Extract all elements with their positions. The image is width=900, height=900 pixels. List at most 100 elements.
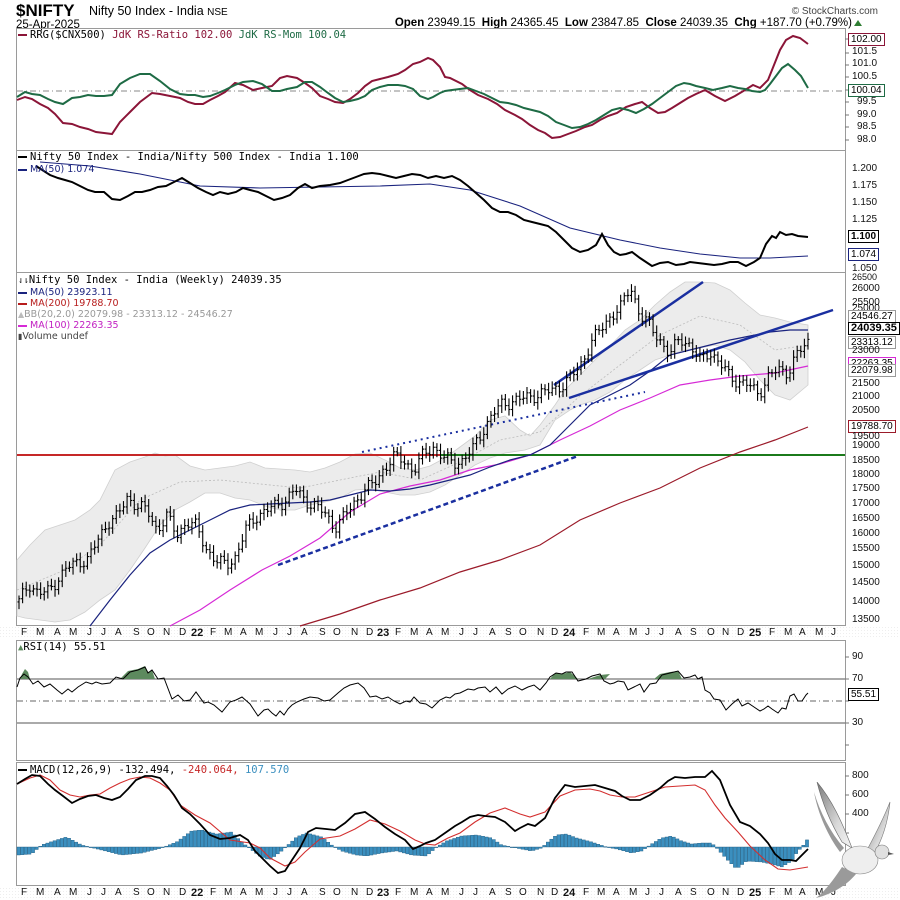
- dashed-support-trendline: [277, 454, 579, 567]
- x-axis-label: A: [115, 887, 122, 898]
- x-axis-label: N: [537, 627, 545, 638]
- x-axis-label: D: [737, 887, 745, 898]
- x-axis-label: M: [36, 627, 45, 638]
- rrg-tick: 98.5: [857, 121, 877, 132]
- macd-tick: 600: [852, 789, 869, 800]
- x-axis-label: 24: [563, 887, 576, 899]
- x-axis-label: F: [21, 887, 28, 898]
- x-axis-label: A: [799, 887, 806, 898]
- rsi-legend-text: RSI(14) 55.51: [23, 641, 106, 653]
- x-axis-label: J: [473, 887, 478, 898]
- x-axis-label: A: [54, 887, 61, 898]
- x-axis-label: 23: [377, 627, 390, 639]
- ma200-swatch: [18, 302, 27, 305]
- macd-tick: 400: [852, 808, 869, 819]
- x-axis-label: N: [163, 627, 171, 638]
- macd-tick: 800: [852, 770, 869, 781]
- x-axis-label: O: [707, 627, 715, 638]
- x-axis-label: J: [87, 627, 92, 638]
- x-axis-label: J: [101, 627, 106, 638]
- rrg-legend: RRG($CNX500) JdK RS-Ratio 102.00 JdK RS-…: [18, 29, 346, 41]
- x-axis-label: M: [410, 627, 419, 638]
- bb-lower-tag: 22079.98: [848, 364, 896, 377]
- x-axis-label: A: [301, 887, 308, 898]
- rel-ma50-line: [39, 161, 809, 259]
- rs-ratio-tag: 102.00: [848, 33, 885, 46]
- volume-icon: ▮: [18, 332, 23, 341]
- x-axis-label: 24: [563, 627, 576, 639]
- relative-tick: 1.125: [852, 214, 878, 225]
- x-axis-label: D: [551, 627, 559, 638]
- rsi-overbought-fill: [588, 674, 610, 679]
- x-axis-label: M: [36, 887, 45, 898]
- rrg-tick: 99.0: [857, 109, 877, 120]
- x-axis-label: J: [831, 627, 836, 638]
- x-axis-label: M: [255, 887, 264, 898]
- x-axis-label: F: [769, 627, 776, 638]
- rsi-overbought-fill: [550, 672, 578, 679]
- volume-legend-text: Volume undef: [22, 331, 89, 342]
- rrg-tick: 99.5: [857, 96, 877, 107]
- x-axis-label: J: [287, 627, 292, 638]
- price-tick: 26500: [852, 272, 878, 282]
- x-axis-label: 23: [377, 887, 390, 899]
- x-axis-label: O: [147, 887, 155, 898]
- rrg-tick: 98.0: [857, 134, 877, 145]
- low-label: Low: [564, 17, 588, 29]
- x-axis-label: A: [426, 887, 433, 898]
- price-tick: 23000: [852, 345, 880, 356]
- stockcharts-credit: © StockCharts.com: [791, 6, 878, 17]
- bb-legend-text: BB(20,2.0) 22079.98 - 23313.12 - 24546.2…: [24, 309, 233, 320]
- relative-ma-swatch: [18, 168, 27, 171]
- rsi-tick: 70: [852, 673, 864, 684]
- low-value: 23847.85: [591, 17, 640, 29]
- x-axis-label: M: [629, 887, 638, 898]
- price-tick: 15500: [852, 543, 880, 554]
- x-axis-label: J: [659, 887, 664, 898]
- ma100-legend-text: MA(100) 22263.35: [30, 320, 119, 331]
- price-tick: 14500: [852, 577, 880, 588]
- open-label: Open: [394, 17, 425, 29]
- relative-tick: 1.050: [852, 263, 878, 274]
- price-legend-title: ⇃⇂Nifty 50 Index - India (Weekly) 24039.…: [18, 274, 282, 286]
- ma50-legend: MA(50) 23923.11: [18, 287, 113, 298]
- ma50-line: [89, 329, 808, 627]
- ma100-line: [169, 365, 809, 627]
- price-tick: 17500: [852, 483, 880, 494]
- x-axis-label: J: [473, 627, 478, 638]
- rsi-tick: 30: [852, 717, 864, 728]
- x-axis-label: O: [333, 627, 341, 638]
- price-tick: 13500: [852, 614, 880, 625]
- x-axis-label: O: [147, 627, 155, 638]
- rs-mom-legend: JdK RS-Mom 100.04: [238, 29, 347, 41]
- ma200-line: [299, 426, 809, 627]
- volume-legend: ▮Volume undef: [18, 331, 88, 342]
- price-tick: 14000: [852, 596, 880, 607]
- x-axis-label: D: [179, 627, 187, 638]
- x-axis-label: S: [505, 887, 512, 898]
- rsi-line: [16, 666, 809, 717]
- price-tick: 19500: [852, 431, 880, 442]
- x-axis-label: A: [675, 627, 682, 638]
- dove-icon: [814, 782, 894, 898]
- x-axis-label: A: [799, 627, 806, 638]
- price-panel-frame: [16, 272, 846, 626]
- x-axis-label: J: [273, 887, 278, 898]
- x-axis-label: O: [519, 887, 527, 898]
- x-axis-label: S: [319, 627, 326, 638]
- rsi-legend: ▲RSI(14) 55.51: [18, 641, 106, 653]
- x-axis-label: D: [737, 627, 745, 638]
- rsi-overbought-fill: [654, 671, 682, 679]
- x-axis-label: D: [366, 627, 374, 638]
- ma50-swatch: [18, 291, 27, 294]
- macd-signal-line: [16, 774, 809, 871]
- x-axis-label: N: [537, 887, 545, 898]
- x-axis-label: M: [784, 887, 793, 898]
- price-tick: 17000: [852, 498, 880, 509]
- price-legend-title-text: Nifty 50 Index - India (Weekly) 24039.35: [28, 274, 282, 286]
- rrg-tick: 101.5: [852, 46, 878, 57]
- x-axis-label: F: [21, 627, 28, 638]
- bb-legend: ▲BB(20,2.0) 22079.98 - 23313.12 - 24546.…: [18, 309, 233, 320]
- x-axis-label: F: [583, 627, 590, 638]
- relative-ma-legend-text: MA(50) 1.074: [30, 164, 95, 175]
